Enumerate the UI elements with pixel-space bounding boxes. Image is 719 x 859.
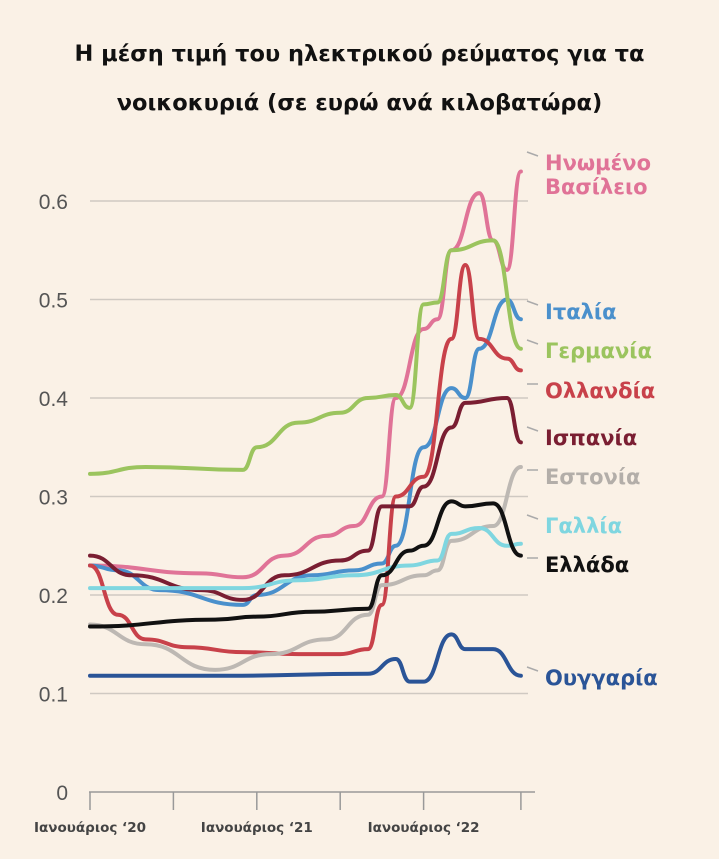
y-tick-label: 0.4 — [39, 388, 69, 411]
y-tick-label: 0.2 — [39, 585, 68, 608]
series-label: Ιταλία — [545, 300, 617, 324]
series-label: Ισπανία — [545, 426, 637, 450]
series-label: Γαλλία — [545, 514, 622, 538]
label-connector — [526, 666, 539, 672]
series-label: Εστονία — [545, 465, 640, 489]
y-tick-label: 0.5 — [39, 290, 68, 313]
label-connector — [526, 151, 539, 157]
x-tick-label: Ιανουάριος ‘20 — [34, 820, 146, 836]
y-tick-label: 0.6 — [39, 191, 68, 214]
series-line — [88, 263, 523, 657]
y-tick-label: 0.3 — [39, 487, 68, 510]
y-tick-label: 0.1 — [39, 684, 68, 707]
label-connector — [526, 514, 539, 520]
label-connector — [526, 426, 539, 432]
y-tick-label: 0 — [56, 782, 68, 805]
series-label: Γερμανία — [545, 339, 652, 363]
label-connector — [526, 339, 539, 345]
series-line — [88, 464, 523, 672]
series-label: Ελλάδα — [545, 553, 629, 577]
series-label: Ολλανδία — [545, 379, 655, 403]
label-connector — [526, 300, 539, 306]
series-line — [88, 632, 523, 684]
series-line — [88, 169, 523, 580]
series-label: Ηνωμένο — [545, 151, 651, 175]
x-tick-label: Ιανουάριος ‘21 — [201, 820, 313, 836]
series-line — [88, 526, 523, 591]
series-label: Βασίλειο — [545, 175, 648, 199]
series-line — [88, 238, 523, 476]
series-line — [88, 297, 523, 607]
series-line — [88, 499, 523, 629]
x-tick-label: Ιανουάριος ‘22 — [368, 820, 480, 836]
series-label: Ουγγαρία — [545, 666, 658, 690]
chart-title: Η μέση τιμή του ηλεκτρικού ρεύματος για … — [74, 41, 645, 116]
